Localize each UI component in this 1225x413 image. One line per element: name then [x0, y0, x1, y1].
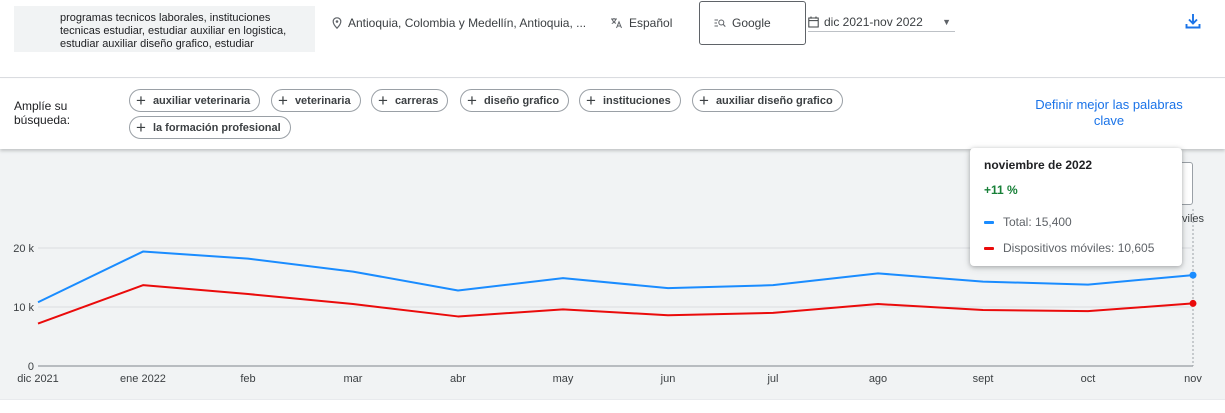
search-network-icon — [714, 19, 726, 27]
chip-label: instituciones — [602, 94, 671, 107]
plus-icon: + — [467, 91, 477, 110]
plus-icon: + — [699, 91, 709, 110]
location-selector[interactable]: Antioquia, Colombia y Medellín, Antioqui… — [332, 16, 586, 30]
total-series-line — [37, 250, 1194, 304]
calendar-icon — [808, 16, 819, 27]
mobile-legend-swatch — [984, 246, 994, 250]
series-toggle-label: viles — [1182, 213, 1205, 225]
x-tick-label: may — [553, 373, 574, 385]
plus-icon: + — [378, 91, 388, 110]
chip-label: la formación profesional — [152, 121, 281, 134]
plus-icon: + — [278, 91, 288, 110]
plus-icon: + — [136, 118, 146, 137]
search-volume-chart: 0 10 k 20 k dic 2021 ene 2022 feb mar abr may jun… — [13, 209, 1202, 385]
tooltip-change: +11 % — [984, 183, 1018, 197]
chip-diseno-grafico[interactable]: + diseño grafico — [460, 89, 570, 112]
chip-auxiliar-diseno-grafico[interactable]: + auxiliar diseño grafico — [692, 89, 843, 112]
language-text: Español — [629, 16, 673, 30]
x-tick-label: abr — [450, 373, 466, 385]
date-range-selector[interactable]: dic 2021-nov 2022 ▼ — [808, 12, 955, 32]
y-tick-label: 0 — [28, 361, 34, 373]
network-selector[interactable]: Google — [699, 1, 806, 45]
y-tick-label: 10 k — [13, 302, 34, 314]
translate-icon — [611, 18, 622, 29]
chip-label: diseño grafico — [483, 94, 560, 107]
chart-tooltip: noviembre de 2022 +11 % Total: 15,400 Di… — [970, 148, 1182, 266]
location-pin-icon — [332, 17, 342, 29]
chip-instituciones[interactable]: + instituciones — [579, 89, 681, 112]
plus-icon: + — [586, 91, 596, 110]
download-icon — [1185, 14, 1201, 29]
mobile-hover-point — [1189, 299, 1197, 307]
keywords-field[interactable]: programas tecnicos laborales, institucio… — [14, 6, 315, 52]
x-tick-label: ago — [869, 373, 887, 385]
chip-label: auxiliar diseño grafico — [715, 94, 833, 107]
dropdown-caret-icon: ▼ — [942, 16, 951, 27]
total-hover-point — [1189, 271, 1197, 279]
tooltip-mobile-row: Dispositivos móviles: 10,605 — [984, 241, 1154, 255]
x-tick-label: mar — [344, 373, 363, 385]
tooltip-mobile: Dispositivos móviles: 10,605 — [1003, 241, 1155, 255]
mobile-series-line — [37, 284, 1194, 325]
keywords-text: programas tecnicos laborales, institucio… — [60, 12, 287, 50]
date-range-text: dic 2021-nov 2022 — [824, 14, 923, 29]
tooltip-total-row: Total: 15,400 — [984, 215, 1072, 229]
x-tick-label: feb — [240, 373, 255, 385]
chip-veterinaria[interactable]: + veterinaria — [271, 89, 361, 112]
plus-icon: + — [136, 91, 146, 110]
total-legend-swatch — [984, 220, 994, 224]
network-text: Google — [732, 16, 771, 30]
download-button[interactable] — [1184, 12, 1202, 35]
x-tick-label: jul — [766, 373, 778, 385]
broaden-search-panel: Amplíe su búsqueda: + auxiliar veterinar… — [0, 79, 1225, 149]
chip-label: auxiliar veterinaria — [152, 94, 251, 107]
tooltip-title: noviembre de 2022 — [984, 158, 1093, 172]
broaden-label: Amplíe su búsqueda: — [14, 99, 71, 127]
location-text: Antioquia, Colombia y Medellín, Antioqui… — [348, 16, 587, 30]
chip-la-formacion-profesional[interactable]: + la formación profesional — [129, 116, 291, 139]
y-tick-label: 20 k — [13, 243, 34, 255]
chip-label: carreras — [394, 94, 439, 107]
bottom-toolbar-strip — [0, 399, 1225, 413]
chip-auxiliar-veterinaria[interactable]: + auxiliar veterinaria — [129, 89, 261, 112]
x-tick-label: ene 2022 — [120, 373, 166, 385]
chip-label: veterinaria — [294, 94, 351, 107]
refine-keywords-link[interactable]: Definir mejor las palabras clave — [1035, 97, 1183, 128]
language-selector[interactable]: Español — [610, 16, 672, 30]
x-tick-label: sept — [973, 373, 994, 385]
x-tick-label: jun — [660, 373, 676, 385]
chip-carreras[interactable]: + carreras — [371, 89, 449, 112]
tooltip-total: Total: 15,400 — [1003, 215, 1072, 229]
x-tick-label: dic 2021 — [17, 373, 59, 385]
x-tick-label: nov — [1184, 373, 1202, 385]
search-bar: programas tecnicos laborales, institucio… — [0, 0, 1225, 78]
x-tick-label: oct — [1081, 373, 1096, 385]
